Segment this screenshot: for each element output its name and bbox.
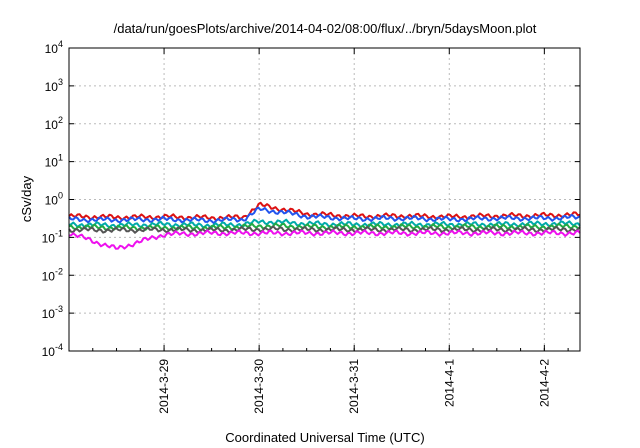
chart-title: /data/run/goesPlots/archive/2014-04-02/0… <box>114 21 537 36</box>
x-tick-label: 2014-4-2 <box>537 359 551 407</box>
x-tick-label: 2014-3-29 <box>157 359 171 414</box>
y-axis: 10-4 10-3 10-2 10-1 100 101 102 103 104 <box>42 39 580 359</box>
y-tick-label: 10-4 <box>42 342 63 359</box>
y-tick-label: 100 <box>45 191 63 208</box>
x-tick-label: 2014-3-31 <box>347 359 361 414</box>
x-tick-label: 2014-3-30 <box>252 359 266 414</box>
x-tick-label: 2014-4-1 <box>442 359 456 407</box>
y-tick-label: 10-1 <box>42 228 63 245</box>
series-line <box>68 206 581 225</box>
y-tick-label: 10-2 <box>42 266 63 283</box>
y-tick-label: 10-3 <box>42 304 63 321</box>
y-axis-label: cSv/day <box>19 175 34 222</box>
series-group <box>68 201 581 250</box>
y-tick-label: 101 <box>45 153 63 170</box>
x-axis-label: Coordinated Universal Time (UTC) <box>225 430 424 445</box>
y-tick-label: 102 <box>45 115 63 132</box>
x-axis: 2014-3-29 2014-3-30 2014-3-31 2014-4-1 2014-… <box>68 48 569 414</box>
series-line <box>68 229 581 250</box>
y-tick-label: 103 <box>45 77 63 94</box>
y-tick-label: 104 <box>45 39 63 56</box>
